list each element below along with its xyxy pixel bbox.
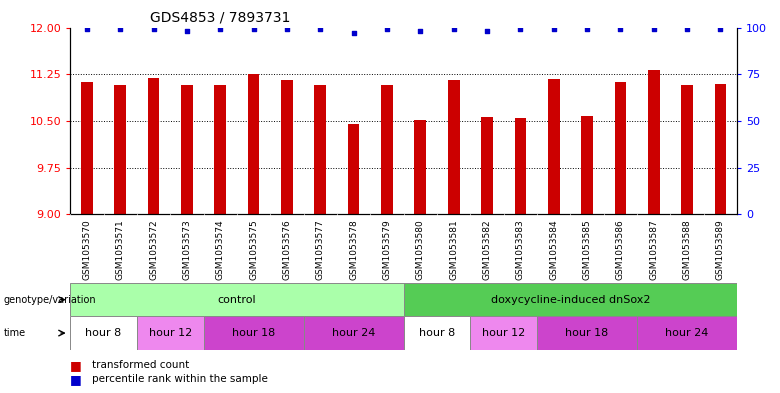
Text: hour 18: hour 18 xyxy=(566,328,608,338)
Text: GSM1053578: GSM1053578 xyxy=(349,220,358,281)
Text: GSM1053589: GSM1053589 xyxy=(716,220,725,281)
Bar xyxy=(348,124,360,214)
Text: GSM1053573: GSM1053573 xyxy=(183,220,191,281)
Bar xyxy=(70,316,137,350)
Bar xyxy=(303,316,403,350)
Text: genotype/variation: genotype/variation xyxy=(4,295,97,305)
Bar xyxy=(548,79,559,214)
Bar xyxy=(681,85,693,214)
Text: GDS4853 / 7893731: GDS4853 / 7893731 xyxy=(151,11,291,25)
Text: GSM1053576: GSM1053576 xyxy=(282,220,292,281)
Bar xyxy=(414,119,426,214)
Text: hour 12: hour 12 xyxy=(482,328,525,338)
Bar xyxy=(537,316,637,350)
Text: time: time xyxy=(4,328,26,338)
Text: GSM1053581: GSM1053581 xyxy=(449,220,458,281)
Text: ■: ■ xyxy=(70,359,82,372)
Text: percentile rank within the sample: percentile rank within the sample xyxy=(92,374,268,384)
Point xyxy=(448,26,460,33)
Text: hour 24: hour 24 xyxy=(332,328,375,338)
Bar xyxy=(403,283,737,316)
Bar xyxy=(115,85,126,214)
Text: doxycycline-induced dnSox2: doxycycline-induced dnSox2 xyxy=(491,295,650,305)
Bar xyxy=(314,85,326,214)
Text: transformed count: transformed count xyxy=(92,360,190,371)
Bar xyxy=(181,85,193,214)
Text: GSM1053574: GSM1053574 xyxy=(216,220,225,280)
Bar xyxy=(137,316,204,350)
Text: GSM1053582: GSM1053582 xyxy=(483,220,491,280)
Bar xyxy=(81,82,93,214)
Text: GSM1053585: GSM1053585 xyxy=(583,220,591,281)
Text: GSM1053584: GSM1053584 xyxy=(549,220,558,280)
Bar xyxy=(515,118,527,214)
Text: ■: ■ xyxy=(70,373,82,386)
Point xyxy=(681,26,693,33)
Bar xyxy=(381,85,393,214)
Bar xyxy=(204,316,303,350)
Point xyxy=(80,26,93,33)
Point xyxy=(480,28,493,34)
Point xyxy=(714,26,727,33)
Bar xyxy=(70,283,403,316)
Text: control: control xyxy=(218,295,257,305)
Text: hour 8: hour 8 xyxy=(419,328,455,338)
Point xyxy=(647,26,660,33)
Text: GSM1053579: GSM1053579 xyxy=(382,220,392,281)
Bar xyxy=(470,316,537,350)
Bar xyxy=(581,116,593,214)
Text: hour 12: hour 12 xyxy=(149,328,192,338)
Point xyxy=(114,26,126,33)
Text: GSM1053575: GSM1053575 xyxy=(249,220,258,281)
Bar xyxy=(714,83,726,214)
Text: GSM1053577: GSM1053577 xyxy=(316,220,324,281)
Text: GSM1053572: GSM1053572 xyxy=(149,220,158,280)
Text: hour 18: hour 18 xyxy=(232,328,275,338)
Text: GSM1053583: GSM1053583 xyxy=(516,220,525,281)
Text: GSM1053571: GSM1053571 xyxy=(115,220,125,281)
Point xyxy=(514,26,526,33)
Point xyxy=(414,28,427,34)
Text: GSM1053588: GSM1053588 xyxy=(682,220,692,281)
Bar xyxy=(248,74,260,214)
Point xyxy=(281,26,293,33)
Text: GSM1053586: GSM1053586 xyxy=(616,220,625,281)
Text: GSM1053580: GSM1053580 xyxy=(416,220,425,281)
Bar xyxy=(281,80,292,214)
Point xyxy=(548,26,560,33)
Bar xyxy=(147,78,159,214)
Point xyxy=(614,26,626,33)
Bar xyxy=(615,82,626,214)
Point xyxy=(181,28,193,34)
Bar xyxy=(481,117,493,214)
Text: hour 24: hour 24 xyxy=(665,328,709,338)
Point xyxy=(247,26,260,33)
Bar xyxy=(448,81,459,214)
Point xyxy=(581,26,594,33)
Point xyxy=(314,26,327,33)
Text: GSM1053587: GSM1053587 xyxy=(649,220,658,281)
Bar xyxy=(403,316,470,350)
Bar xyxy=(648,70,660,214)
Point xyxy=(381,26,393,33)
Text: GSM1053570: GSM1053570 xyxy=(83,220,91,281)
Text: hour 8: hour 8 xyxy=(86,328,122,338)
Point xyxy=(347,30,360,36)
Bar xyxy=(637,316,737,350)
Point xyxy=(214,26,226,33)
Bar xyxy=(215,85,226,214)
Point xyxy=(147,26,160,33)
